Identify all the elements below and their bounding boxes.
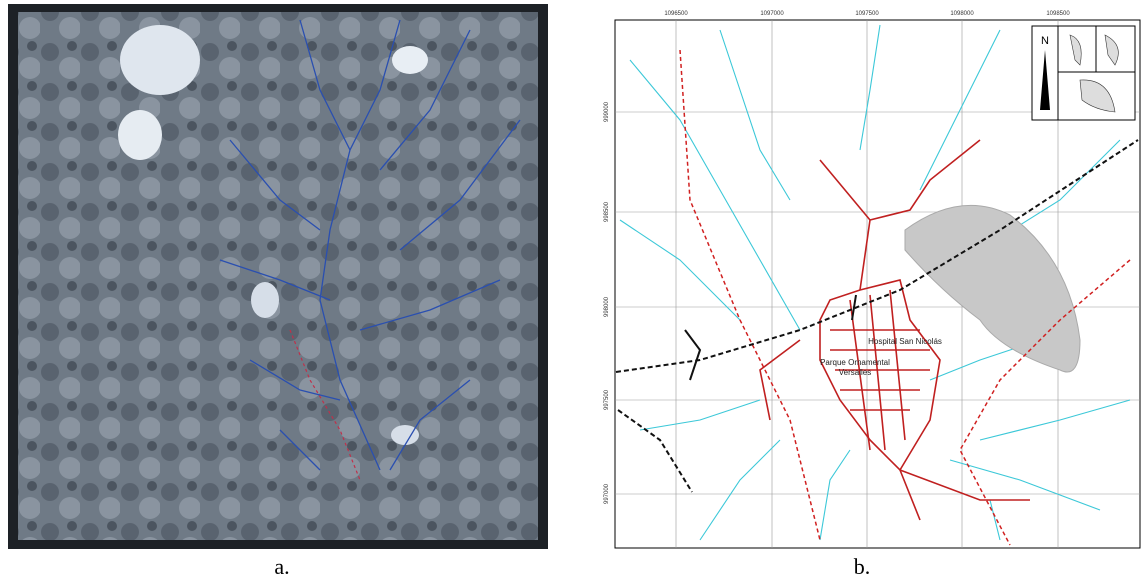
panel-label: b. bbox=[854, 554, 871, 579]
aerial-photo bbox=[8, 4, 548, 549]
x-coordinate-label: 1097500 bbox=[855, 11, 879, 17]
place-label: Parque Ornamental bbox=[820, 358, 890, 367]
x-coordinate-label: 1096500 bbox=[664, 11, 688, 17]
figure: N Hospital San Nicolás Parque Ornamental… bbox=[0, 0, 1146, 583]
x-coordinate-label: 1098000 bbox=[950, 11, 974, 17]
place-label: Versalles bbox=[839, 368, 871, 377]
y-coordinate-label: 997000 bbox=[604, 483, 610, 504]
x-coordinate-label: 1098500 bbox=[1046, 11, 1070, 17]
place-label: Hospital San Nicolás bbox=[868, 337, 942, 346]
y-coordinate-label: 999000 bbox=[604, 101, 610, 122]
panel-label: a. bbox=[274, 554, 289, 579]
x-coordinate-label: 1097000 bbox=[760, 11, 784, 17]
y-coordinate-label: 998000 bbox=[604, 296, 610, 317]
north-arrow-label: N bbox=[1041, 35, 1049, 47]
y-coordinate-label: 998500 bbox=[604, 201, 610, 222]
y-coordinate-label: 997500 bbox=[604, 389, 610, 410]
map bbox=[615, 20, 1140, 548]
